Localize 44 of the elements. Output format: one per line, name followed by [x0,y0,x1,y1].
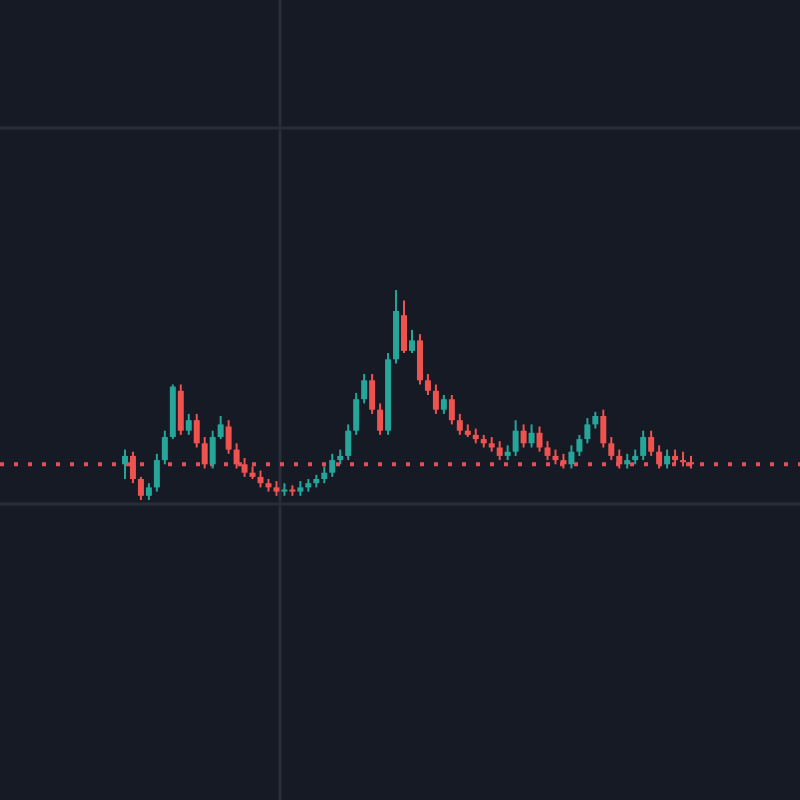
candlestick [353,391,360,436]
candlestick [584,417,591,445]
candlestick [377,402,384,436]
candlestick [209,429,216,470]
candlestick [177,383,184,436]
candlestick [345,423,352,462]
candlestick [648,429,655,457]
candlestick [600,408,607,449]
candlestick [664,448,671,470]
candlestick [241,457,248,478]
candlestick [161,429,168,466]
candlestick [409,328,415,354]
candlestick [137,475,144,501]
candlestick [153,452,160,493]
candlestick [544,440,551,462]
candlestick [456,412,463,436]
candlestick [129,450,136,485]
candlestick [424,373,431,396]
candlestick [576,433,583,457]
candlestick [568,444,575,470]
candlestick [528,423,535,449]
candlestick [225,419,232,455]
candlestick [448,394,455,426]
candlestick [193,412,200,449]
candlestick [329,452,336,478]
candlestick [201,436,208,470]
candlestick [640,429,647,462]
candlestick [369,373,376,415]
candlestick [608,436,615,462]
candlestick [432,383,439,415]
candlestick [520,423,527,449]
candlestick [656,444,663,470]
candlestick [512,419,519,457]
candlestick [185,412,192,436]
candlestick [416,333,423,386]
candlestick [616,448,623,470]
candlestick [440,394,447,415]
candlestick [121,448,128,480]
candlestick [496,440,503,462]
candlestick [233,442,240,470]
candlestick [217,415,224,441]
candlestick [361,373,368,405]
candlestick [536,425,543,453]
candlestick [401,299,407,354]
